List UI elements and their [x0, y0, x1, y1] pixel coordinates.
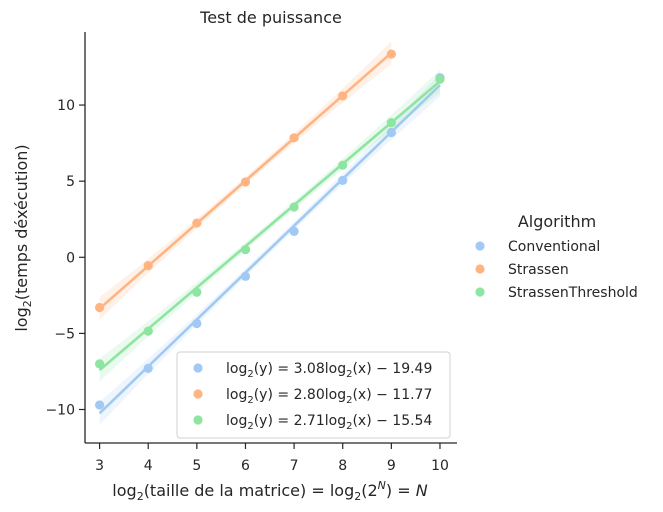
- regression-legend-label: log2(y) = 2.80log2(x) − 11.77: [226, 387, 432, 406]
- chart-title: Test de puissance: [199, 8, 342, 27]
- series-StrassenThreshold: [94, 69, 445, 382]
- regression-line: [98, 84, 441, 415]
- data-point: [338, 160, 348, 170]
- series-Strassen: [94, 41, 396, 321]
- legend-marker: [475, 287, 485, 297]
- legend-label: Strassen: [508, 262, 569, 278]
- x-axis-title: log2(taille de la matrice) = log2(2N) = …: [112, 479, 427, 503]
- data-point: [240, 177, 251, 187]
- data-point: [289, 226, 299, 237]
- regression-legend-label: log2(y) = 2.71log2(x) − 15.54: [226, 413, 432, 432]
- regression-legend-marker: [193, 415, 203, 425]
- y-tick-label: −10: [45, 403, 75, 419]
- data-point: [192, 218, 202, 228]
- y-axis-title: log2(temps déxécution): [12, 144, 34, 331]
- data-point: [143, 261, 153, 271]
- regression-legend-label: log2(y) = 3.08log2(x) − 19.49: [226, 361, 432, 380]
- data-point: [435, 74, 445, 84]
- data-point: [143, 326, 153, 336]
- data-point: [289, 202, 299, 212]
- x-tick-label: 5: [192, 458, 201, 474]
- x-tick-label: 7: [290, 458, 299, 474]
- regression-legend-marker: [193, 363, 203, 373]
- data-point: [338, 91, 348, 101]
- y-ticks: −10 −5 0 5 10: [45, 98, 85, 419]
- regression-legend-marker: [193, 389, 203, 399]
- legend-title: Algorithm: [518, 212, 596, 231]
- data-point: [338, 175, 348, 186]
- data-point: [94, 302, 105, 313]
- regression-legend-box: [176, 351, 451, 439]
- legend-label: StrassenThreshold: [508, 285, 638, 301]
- regression-line: [98, 80, 441, 372]
- legend-label: Conventional: [508, 239, 600, 255]
- x-tick-label: 3: [95, 458, 104, 474]
- y-tick-label: 10: [57, 98, 75, 114]
- plot-area: [94, 41, 445, 425]
- x-ticks: 3 4 5 6 7 8 9 10: [95, 443, 449, 474]
- data-point: [289, 133, 299, 143]
- x-tick-label: 4: [144, 458, 153, 474]
- algorithm-legend: Algorithm Conventional Strassen StrassenTh…: [475, 212, 638, 301]
- data-point: [386, 117, 396, 128]
- data-point: [386, 49, 396, 59]
- data-point: [94, 359, 105, 369]
- data-point: [240, 245, 251, 255]
- data-point: [192, 287, 202, 297]
- data-point: [94, 400, 105, 410]
- y-tick-label: 0: [66, 250, 75, 266]
- data-point: [192, 318, 202, 329]
- regression-legend: log2(y) = 3.08log2(x) − 19.49 log2(y) = 2…: [176, 351, 451, 439]
- data-point: [386, 127, 396, 138]
- x-tick-label: 8: [338, 458, 347, 474]
- data-point: [143, 363, 153, 374]
- data-point: [240, 271, 251, 281]
- y-tick-label: −5: [54, 326, 75, 342]
- legend-marker: [475, 241, 485, 251]
- x-tick-label: 6: [241, 458, 250, 474]
- y-tick-label: 5: [66, 174, 75, 190]
- x-tick-label: 10: [431, 458, 449, 474]
- x-tick-label: 9: [387, 458, 396, 474]
- legend-marker: [475, 264, 485, 274]
